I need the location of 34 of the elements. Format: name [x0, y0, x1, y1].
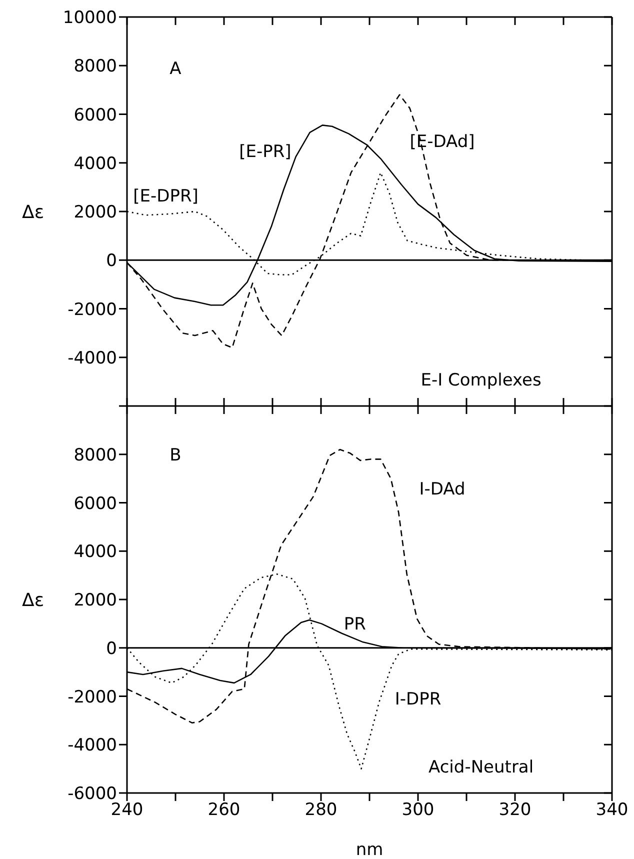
y-tick-label: -2000	[68, 687, 117, 708]
x-tick-label: 280	[304, 800, 338, 820]
y-tick-label: -4000	[68, 348, 117, 368]
y-tick-label: 2000	[74, 590, 117, 611]
annotation: A	[170, 59, 182, 80]
y-tick-label: -4000	[68, 736, 117, 756]
series-label: [E-DAd]	[410, 132, 475, 152]
x-tick-label: 260	[208, 800, 240, 820]
annotation: Acid-Neutral	[428, 757, 534, 778]
x-tick-label: 240	[110, 800, 144, 820]
annotation: B	[170, 445, 182, 466]
y-tick-label: 10000	[62, 8, 117, 28]
x-tick-label: 320	[498, 800, 532, 820]
y-axis-title: Δε	[22, 590, 44, 611]
y-tick-label: 8000	[74, 56, 117, 77]
series-label: [E-DPR]	[133, 186, 198, 207]
x-axis-title: nm	[356, 840, 384, 859]
y-axis-title: Δε	[22, 202, 44, 223]
y-tick-label: 4000	[74, 154, 117, 174]
annotation: E-I Complexes	[420, 370, 542, 390]
y-tick-label: 4000	[74, 542, 117, 562]
x-tick-label: 300	[402, 800, 434, 820]
series-label: PR	[344, 614, 366, 635]
series-label: I-DPR	[394, 690, 442, 710]
y-tick-label: 6000	[74, 494, 117, 514]
x-tick-label: 340	[596, 800, 628, 820]
series-label: [E-PR]	[239, 142, 292, 162]
series-label: I-DAd	[419, 479, 466, 500]
y-tick-label: 2000	[74, 202, 117, 223]
y-tick-label: 8000	[74, 445, 117, 466]
y-tick-label: -2000	[68, 300, 117, 320]
y-tick-label: 0	[106, 638, 117, 659]
y-tick-label: 0	[106, 251, 117, 272]
y-tick-label: 6000	[74, 105, 117, 126]
